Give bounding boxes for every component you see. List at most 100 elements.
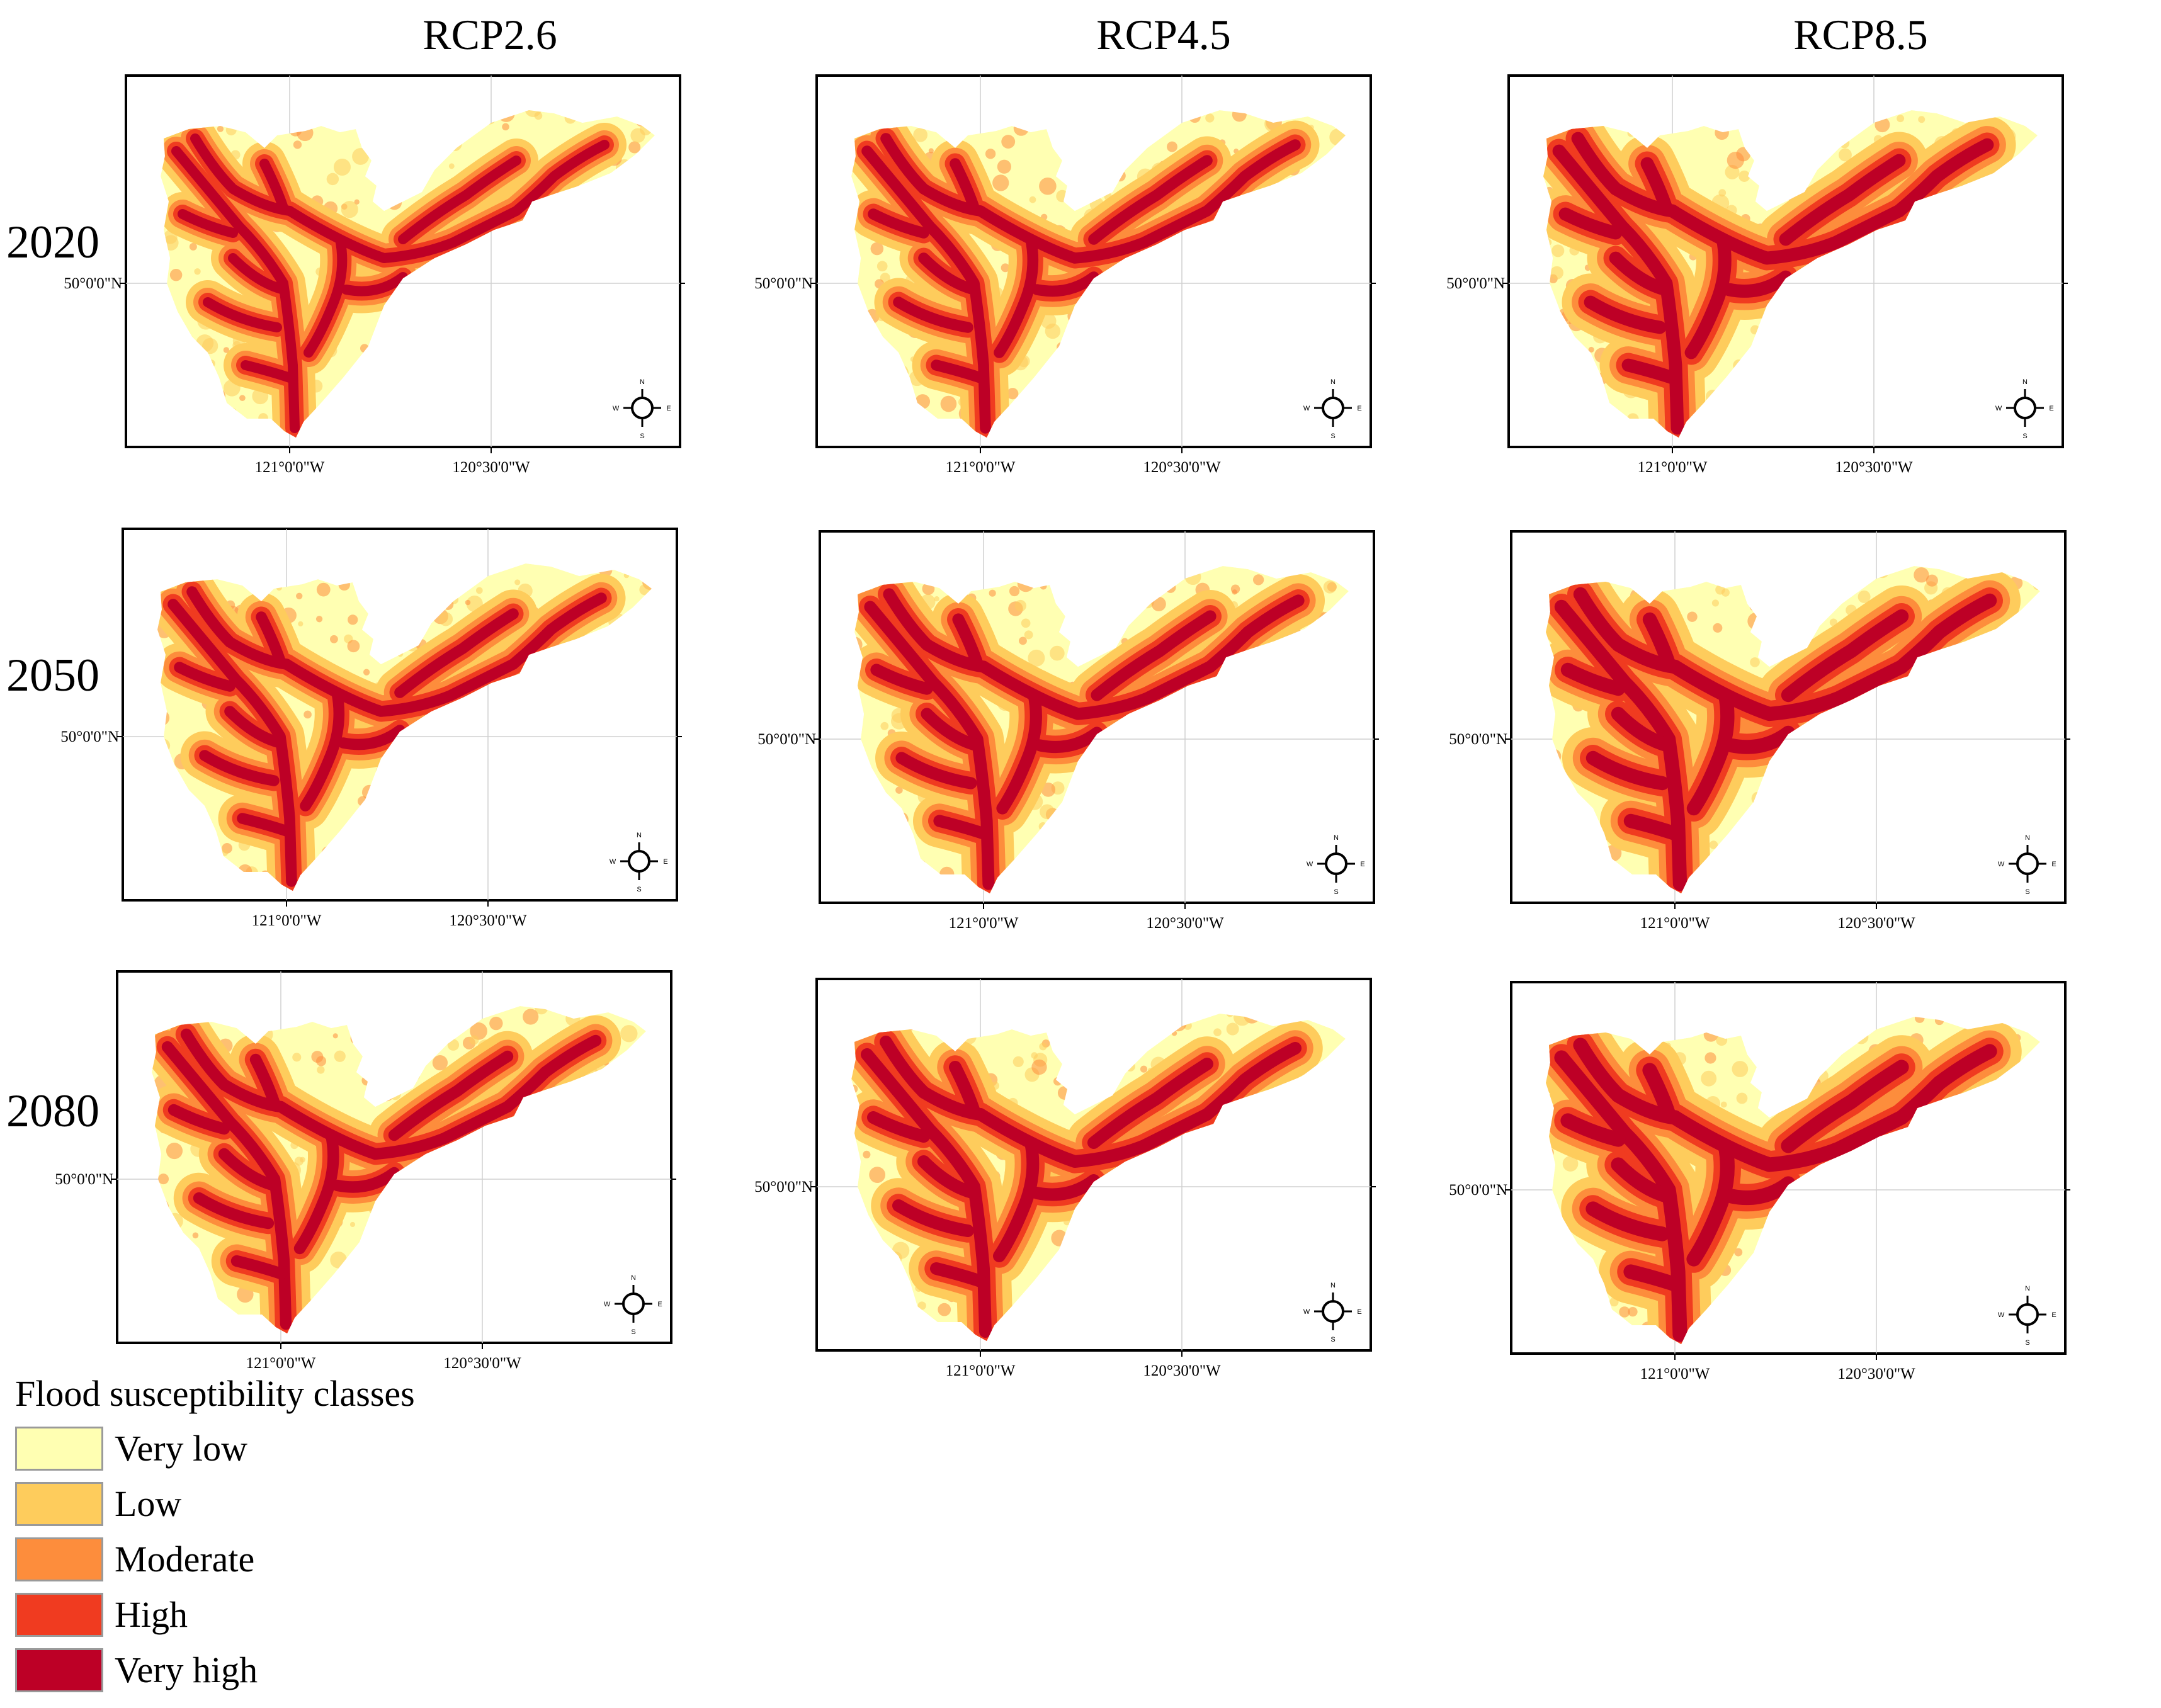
susceptibility-raster [851,110,1346,438]
legend-swatch-very-low [15,1427,103,1471]
longitude-label: 121°0'0"W [946,459,1016,476]
legend-label-high: High [115,1594,188,1635]
svg-text:S: S [640,433,644,440]
legend-swatch-very-high [15,1648,103,1692]
longitude-label: 121°0'0"W [252,912,322,929]
susceptibility-raster [854,566,1349,893]
svg-text:E: E [2051,861,2056,868]
north-arrow-icon: N S W E [604,1274,662,1336]
longitude-label: 120°30'0"W [443,1355,521,1372]
map-svg: 50°0'0"N 121°0'0"W 120°30'0"W N S W E [757,530,1379,932]
latitude-label: 50°0'0"N [1449,731,1507,748]
svg-text:W: W [604,1301,611,1308]
legend-label-very-low: Very low [115,1428,248,1469]
longitude-label: 120°30'0"W [452,459,530,476]
legend-item-very-low: Very low [15,1427,393,1471]
svg-text:N: N [2022,378,2028,386]
svg-text:E: E [666,405,671,412]
north-arrow-icon: N S W E [1303,378,1362,440]
map-svg: 50°0'0"N 121°0'0"W 120°30'0"W N S W E [1449,530,2070,932]
legend-label-very-high: Very high [115,1649,258,1690]
svg-text:N: N [637,832,642,839]
longitude-label: 121°0'0"W [949,915,1019,932]
svg-text:E: E [1360,861,1364,868]
svg-text:S: S [1330,1336,1335,1343]
longitude-label: 120°30'0"W [1143,459,1221,476]
legend-item-low: Low [15,1482,393,1526]
legend-swatch-moderate [15,1537,103,1581]
map-svg: 50°0'0"N 121°0'0"W 120°30'0"W N S W E [754,74,1376,476]
north-arrow-icon: N S W E [1998,1285,2056,1347]
svg-text:S: S [631,1328,635,1336]
svg-text:S: S [2025,1339,2029,1347]
svg-text:S: S [2025,888,2029,896]
longitude-label: 120°30'0"W [449,912,527,929]
longitude-label: 120°30'0"W [1146,915,1224,932]
svg-text:S: S [1330,433,1335,440]
svg-text:W: W [1998,1311,2005,1319]
legend-item-very-high: Very high [15,1648,393,1692]
legend-item-high: High [15,1593,393,1637]
svg-text:S: S [637,886,641,893]
column-title-rcp45: RCP4.5 [1096,11,1231,59]
svg-text:S: S [2022,433,2027,440]
legend-swatch-high [15,1593,103,1637]
map-svg: 50°0'0"N 121°0'0"W 120°30'0"W N S W E [64,74,685,476]
map-svg: 50°0'0"N 121°0'0"W 120°30'0"W N S W E [60,528,682,929]
north-arrow-icon: N S W E [1307,834,1365,896]
svg-text:E: E [657,1301,662,1308]
map-svg: 50°0'0"N 121°0'0"W 120°30'0"W N S W E [1446,74,2068,476]
latitude-label: 50°0'0"N [1446,275,1505,292]
longitude-label: 120°30'0"W [1835,459,1913,476]
north-arrow-icon: N S W E [610,832,668,893]
map-svg: 50°0'0"N 121°0'0"W 120°30'0"W N S W E [55,970,676,1372]
svg-text:N: N [2025,1285,2030,1292]
north-arrow-icon: N S W E [1995,378,2054,440]
longitude-label: 120°30'0"W [1837,1366,1915,1383]
legend-label-low: Low [115,1483,182,1524]
svg-text:N: N [2025,834,2030,842]
latitude-label: 50°0'0"N [64,275,122,292]
svg-text:W: W [1303,1308,1310,1316]
susceptibility-raster [157,563,652,891]
svg-text:W: W [610,858,616,866]
svg-text:W: W [613,405,620,412]
row-title-2020: 2020 [6,217,99,268]
longitude-label: 120°30'0"W [1837,915,1915,932]
svg-text:W: W [1995,405,2002,412]
legend-item-moderate: Moderate [15,1537,393,1581]
map-svg: 50°0'0"N 121°0'0"W 120°30'0"W N S W E [1449,981,2070,1383]
latitude-label: 50°0'0"N [60,728,119,745]
longitude-label: 121°0'0"W [246,1355,316,1372]
column-title-rcp85: RCP8.5 [1793,11,1928,59]
svg-text:E: E [663,858,667,866]
map-svg: 50°0'0"N 121°0'0"W 120°30'0"W N S W E [754,978,1376,1379]
north-arrow-icon: N S W E [1998,834,2056,896]
legend-swatch-low [15,1482,103,1526]
latitude-label: 50°0'0"N [757,731,816,748]
latitude-label: 50°0'0"N [754,275,813,292]
svg-text:N: N [631,1274,636,1282]
svg-text:S: S [1334,888,1338,896]
latitude-label: 50°0'0"N [1449,1182,1507,1199]
svg-text:W: W [1307,861,1313,868]
svg-text:E: E [2049,405,2053,412]
north-arrow-icon: N S W E [1303,1282,1362,1343]
column-title-rcp26: RCP2.6 [423,11,557,59]
legend-label-moderate: Moderate [115,1539,255,1580]
svg-text:E: E [1357,405,1361,412]
susceptibility-raster [1546,566,2040,893]
row-title-2080: 2080 [6,1085,99,1137]
svg-text:N: N [1334,834,1339,842]
north-arrow-icon: N S W E [613,378,671,440]
svg-text:W: W [1303,405,1310,412]
longitude-label: 120°30'0"W [1143,1362,1221,1379]
svg-text:W: W [1998,861,2005,868]
latitude-label: 50°0'0"N [754,1179,813,1196]
longitude-label: 121°0'0"W [1640,1366,1710,1383]
svg-text:N: N [640,378,645,386]
latitude-label: 50°0'0"N [55,1171,113,1188]
legend-title: Flood susceptibility classes [15,1373,415,1414]
row-title-2050: 2050 [6,650,99,701]
longitude-label: 121°0'0"W [255,459,325,476]
